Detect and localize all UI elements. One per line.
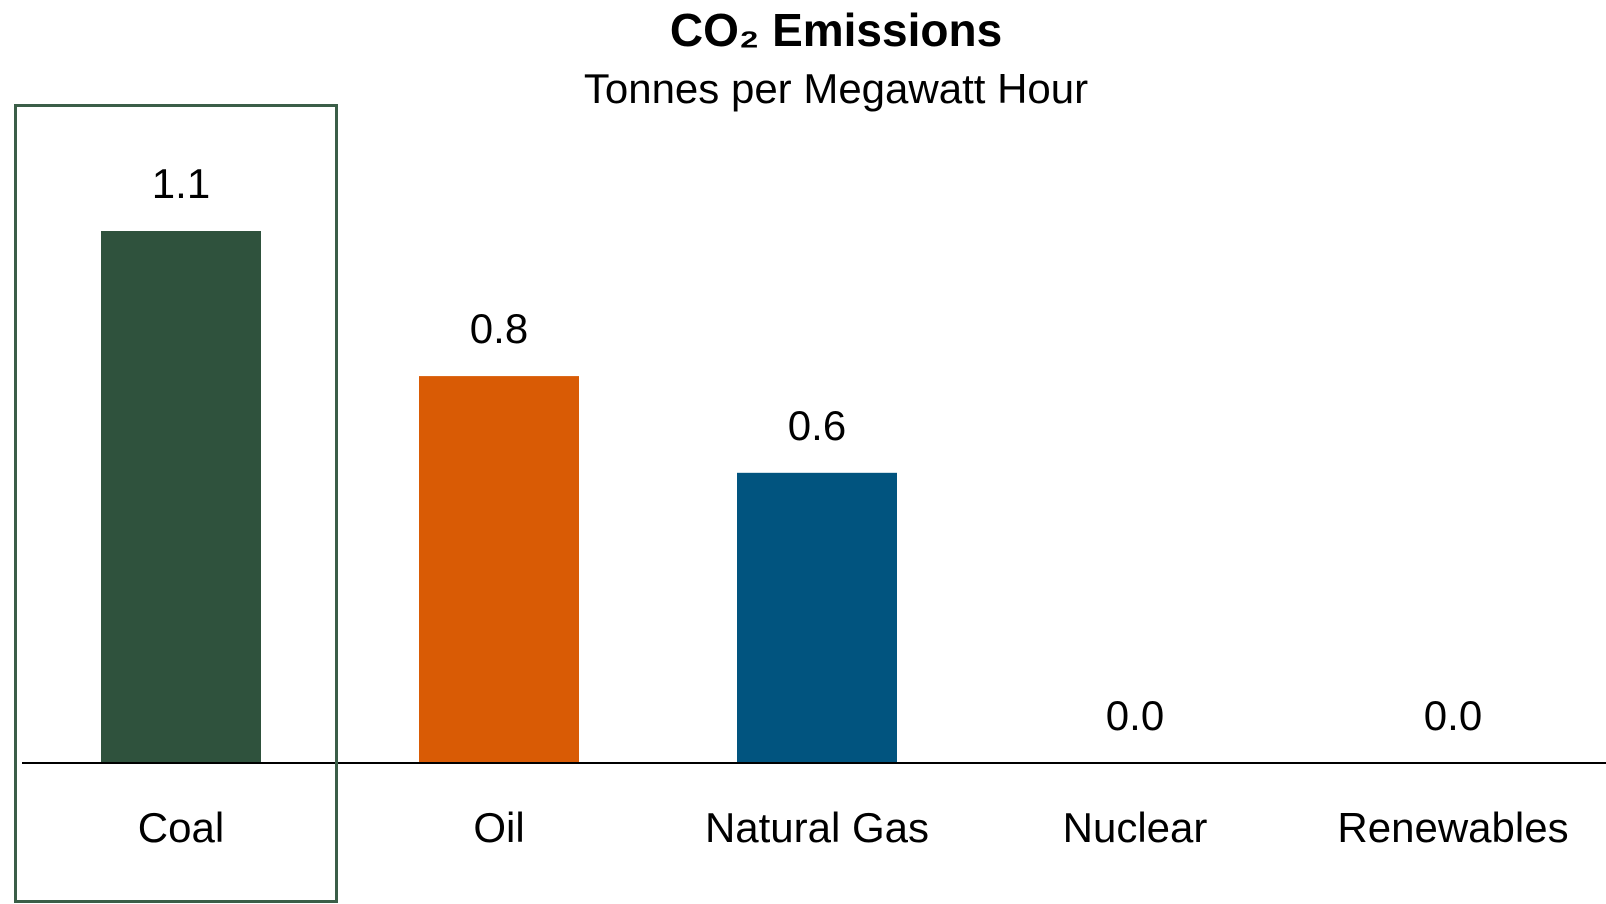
bar (737, 472, 897, 763)
data-label: 1.1 (152, 160, 210, 207)
data-label: 0.6 (788, 402, 846, 449)
x-tick-label: Oil (473, 804, 524, 851)
data-label: 0.0 (1106, 692, 1164, 739)
x-tick-label: Renewables (1337, 804, 1568, 851)
x-tick-label: Natural Gas (705, 804, 929, 851)
bar (419, 376, 579, 763)
x-tick-label: Nuclear (1063, 804, 1208, 851)
highlight-box (14, 104, 338, 903)
chart-title: CO₂ Emissions (670, 4, 1002, 56)
data-label: 0.0 (1424, 692, 1482, 739)
x-tick-label: Coal (138, 804, 224, 851)
bar (101, 231, 261, 763)
chart-subtitle: Tonnes per Megawatt Hour (584, 65, 1088, 112)
data-label: 0.8 (470, 305, 528, 352)
